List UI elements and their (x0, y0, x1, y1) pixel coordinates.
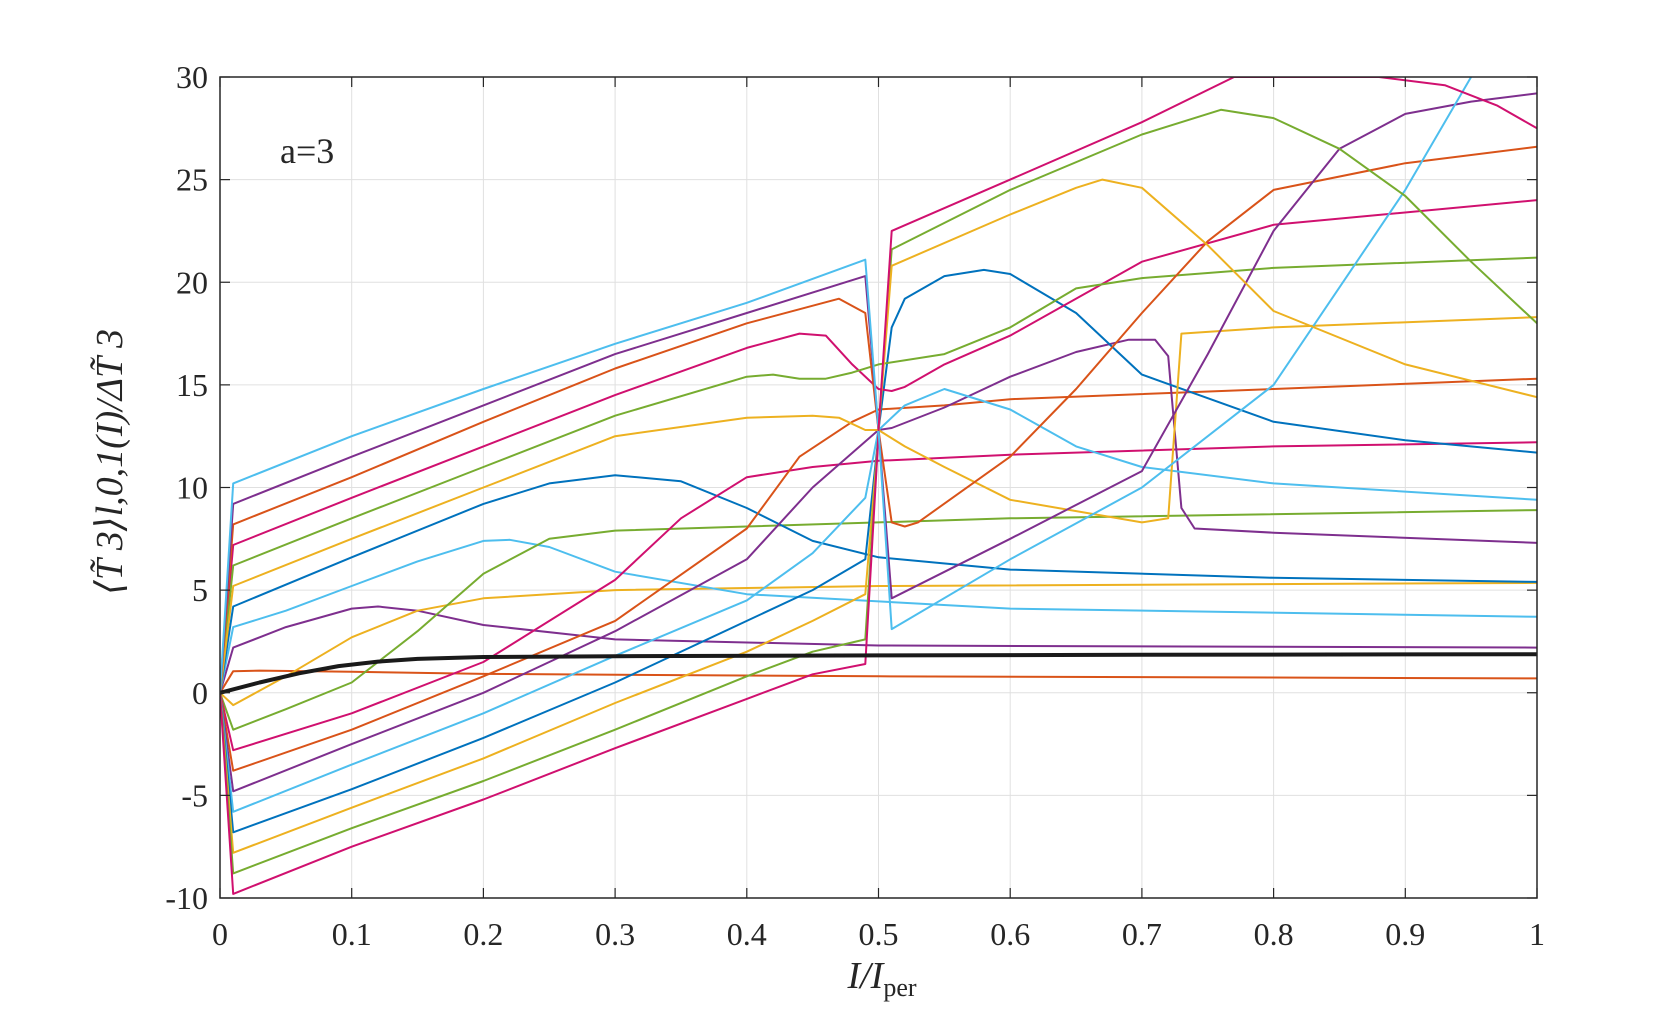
x-tick-label: 0.1 (332, 916, 372, 952)
y-tick-labels: -10 -5 0 5 10 15 20 25 30 (165, 59, 208, 916)
x-axis-label: I/Iper (846, 955, 916, 1002)
y-tick-label: -5 (181, 777, 208, 813)
series-line-10 (220, 388, 1537, 813)
y-tick-label: 0 (192, 675, 208, 711)
x-tick-label: 0.4 (727, 916, 767, 952)
series-line-1 (220, 669, 1537, 694)
x-tick-label: 0.9 (1385, 916, 1425, 952)
series-line-12 (220, 435, 880, 854)
series-line-6 (220, 474, 1537, 694)
series-line-20 (220, 92, 1537, 694)
series-line-8 (220, 377, 1537, 772)
y-tick-label: 10 (176, 470, 208, 506)
annotation-label: a=3 (280, 131, 334, 171)
y-axis-label: ⟨T̃ 3⟩l,0,1(I)/ΔT̃ 3 (89, 329, 131, 595)
x-tick-labels: 0 0.1 0.2 0.3 0.4 0.5 0.6 0.7 0.8 0.9 1 (212, 916, 1545, 952)
series-line-14 (220, 433, 880, 895)
y-tick-label: 5 (192, 572, 208, 608)
series-line-19 (220, 145, 1537, 694)
series-line-17 (220, 256, 1537, 694)
series-line-7 (220, 441, 1537, 752)
x-tick-label: 1 (1529, 916, 1545, 952)
series-line-13 (220, 433, 880, 875)
x-tick-label: 0.5 (859, 916, 899, 952)
series-line-23 (877, 178, 1537, 431)
series-line-5 (220, 509, 1537, 731)
x-tick-label: 0.2 (463, 916, 503, 952)
series-line-18 (220, 316, 1537, 694)
series-line-9 (220, 338, 1537, 793)
series-line-15 (877, 268, 1537, 454)
series-line-11 (220, 435, 880, 834)
series-line-0 (220, 652, 1537, 695)
x-tick-label: 0.8 (1254, 916, 1294, 952)
y-tick-label: 25 (176, 162, 208, 198)
y-tick-label: 30 (176, 59, 208, 95)
series-line-21 (220, 77, 1473, 694)
y-tick-label: 15 (176, 367, 208, 403)
series-line-3 (220, 581, 1537, 707)
series-line-16 (220, 199, 1537, 694)
axes-frame (219, 76, 1538, 899)
y-tick-label: 20 (176, 264, 208, 300)
series-lines (220, 77, 1537, 895)
y-tick-label: -10 (165, 880, 208, 916)
series-line-4 (220, 538, 1537, 694)
x-tick-label: 0.7 (1122, 916, 1162, 952)
x-tick-label: 0.6 (990, 916, 1030, 952)
x-tick-label: 0.3 (595, 916, 635, 952)
series-line-24 (877, 77, 1537, 431)
series-line-2 (220, 605, 1537, 694)
series-line-22 (877, 108, 1537, 431)
axes-box (219, 76, 1538, 899)
x-tick-label: 0 (212, 916, 228, 952)
